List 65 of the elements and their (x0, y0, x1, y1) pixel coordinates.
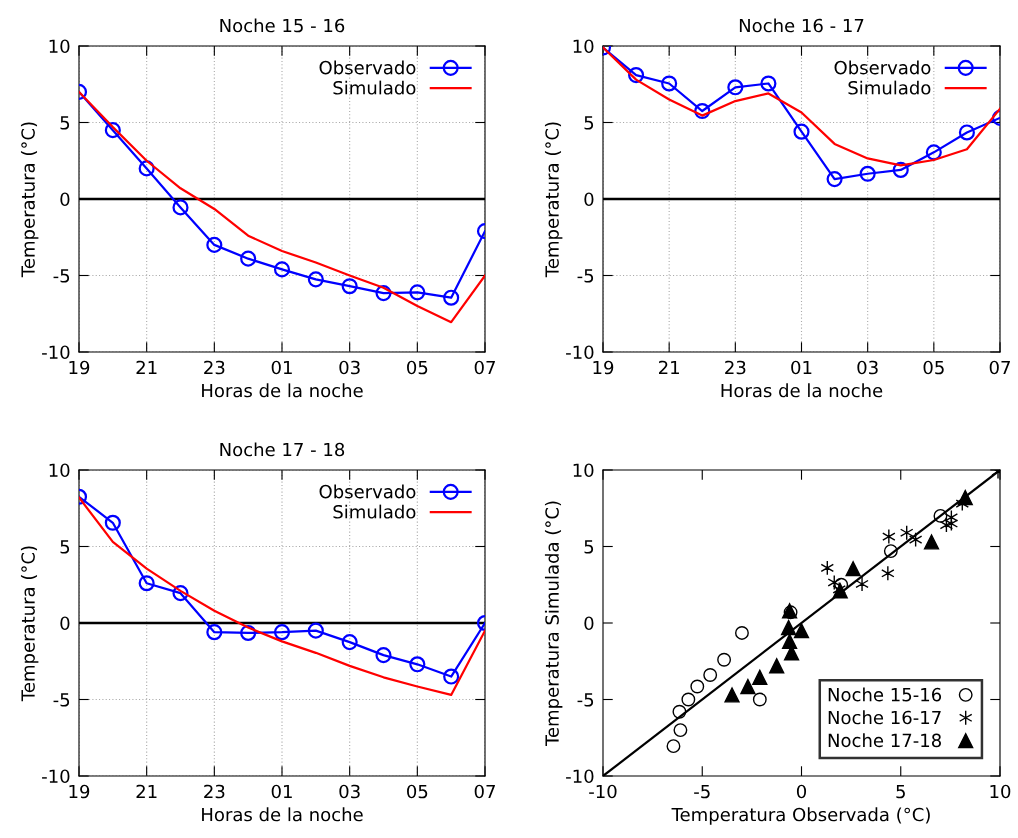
y-tick-label: 5 (584, 116, 594, 130)
x-axis-title: Horas de la noche (202, 807, 363, 822)
y-axis-title: Temperatura (°C) (544, 122, 563, 278)
x-tick-label: 23 (725, 360, 746, 375)
y-tick-label: 5 (60, 116, 70, 130)
legend-label: Simulado (333, 504, 416, 519)
x-tick-label: 01 (271, 360, 292, 375)
y-tick-label: 10 (573, 463, 594, 478)
x-tick-label: 21 (136, 784, 157, 799)
x-tick-label: 21 (659, 360, 679, 375)
chart-title: Noche 17 - 18 (220, 442, 345, 457)
y-tick-label: -10 (566, 345, 594, 360)
legend-label: Observado (834, 60, 931, 75)
x-tick-label: 05 (407, 784, 428, 799)
y-tick-label: -5 (53, 693, 70, 707)
x-tick-label: 01 (271, 784, 292, 799)
x-tick-label: 0 (796, 784, 807, 799)
y-tick-label: 5 (584, 540, 594, 554)
y-tick-label: -5 (577, 269, 594, 283)
x-axis-title: Horas de la noche (721, 383, 883, 398)
x-axis-title: Temperatura Observada (°C) (671, 807, 930, 825)
x-tick-label: 19 (593, 360, 614, 375)
chart-title: Noche 15 - 16 (220, 18, 345, 33)
x-tick-label: 01 (791, 360, 812, 375)
y-axis-title: Temperatura (°C) (20, 546, 39, 702)
legend-label: Noche 15-16 (828, 687, 942, 702)
y-tick-label: -10 (42, 769, 70, 784)
y-tick-label: 10 (49, 463, 70, 478)
x-tick-label: 21 (136, 360, 157, 375)
y-tick-label: -5 (577, 693, 594, 707)
legend-label: Noche 17-18 (828, 733, 941, 748)
y-axis-title: Temperatura Simulada (°C) (544, 501, 563, 747)
x-tick-label: 5 (896, 784, 905, 799)
legend-label: Observado (319, 60, 416, 75)
x-tick-label: 05 (407, 360, 428, 375)
x-tick-label: 23 (204, 784, 225, 799)
x-tick-label: 03 (339, 360, 360, 375)
y-tick-label: 10 (49, 39, 70, 54)
x-tick-label: 07 (474, 360, 495, 375)
legend-label: Observado (319, 484, 416, 499)
x-tick-label: 19 (69, 360, 90, 375)
y-tick-label: 10 (573, 39, 594, 54)
y-tick-label: 0 (60, 616, 70, 631)
x-axis-title: Horas de la noche (202, 383, 363, 398)
x-tick-label: 05 (923, 360, 944, 375)
x-tick-label: 10 (990, 784, 1011, 799)
x-tick-label: 07 (989, 360, 1010, 375)
legend-label: Simulado (848, 80, 931, 95)
y-tick-label: -10 (566, 769, 594, 784)
y-tick-label: -5 (53, 269, 70, 283)
y-tick-label: 0 (584, 192, 594, 207)
x-tick-label: 03 (339, 784, 360, 799)
chart-title: Noche 16 - 17 (739, 18, 864, 33)
y-tick-label: 5 (60, 540, 70, 554)
x-tick-label: 07 (474, 784, 495, 799)
x-tick-label: 23 (204, 360, 225, 375)
y-axis-title: Temperatura (°C) (20, 122, 39, 278)
x-tick-label: -5 (694, 784, 710, 799)
legend-label: Simulado (333, 80, 416, 95)
x-tick-label: 19 (69, 784, 90, 799)
y-tick-label: 0 (60, 192, 70, 207)
y-tick-label: 0 (584, 616, 594, 631)
y-tick-label: -10 (42, 345, 70, 360)
legend-label: Noche 16-17 (828, 710, 941, 725)
x-tick-label: 03 (857, 360, 878, 375)
